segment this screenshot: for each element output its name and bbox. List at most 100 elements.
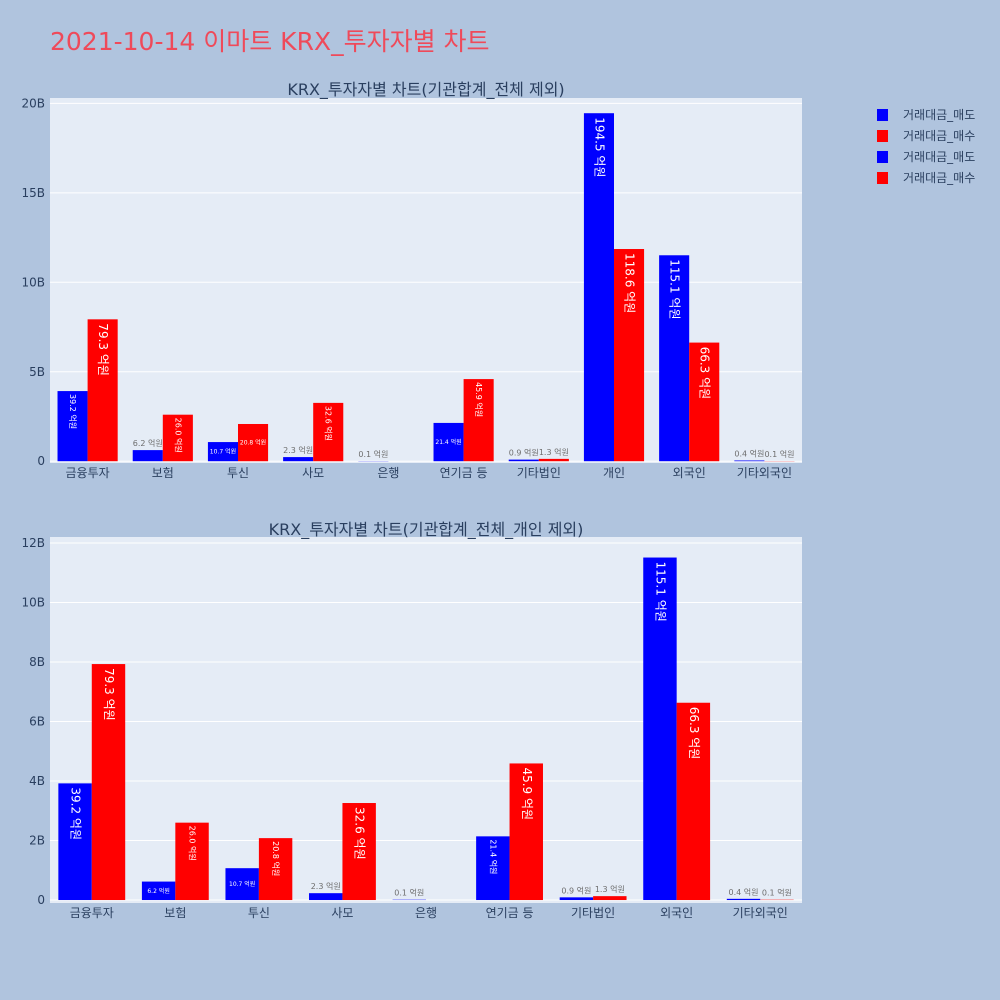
bar-buy [313,402,344,462]
data-label: 0.1 억원 [394,888,424,898]
bar-sell [659,255,690,462]
data-label: 79.3 억원 [102,668,116,721]
chart-panel-2: 0 2B 4B 6B 8B 10B 12B KRX_투자자별 차트(기관합계_전체_개인 제외… [21,520,802,920]
data-label: 26.0 억원 [188,826,198,861]
x-tick-label: 기타외국인 [737,466,792,480]
data-label: 0.4 억원 [729,887,759,897]
bar-sell [58,783,92,901]
data-label: 0.1 억원 [762,888,792,898]
y-tick-label: 15B [21,186,45,200]
bar-buy [614,249,645,462]
page-title: 2021-10-14 이마트 KRX_투자자별 차트 [50,27,490,56]
x-tick-label: 투신 [227,466,249,480]
legend-item: 거래대금_매수 [903,171,975,185]
bar-buy [258,838,293,901]
y-tick-label: 8B [29,655,45,669]
data-label: 10.7 억원 [229,880,255,888]
data-label: 0.1 억원 [764,449,794,459]
x-tick-label: 보험 [152,466,174,480]
x-tick-label: 기타법인 [517,466,561,480]
data-label: 0.1 억원 [358,449,388,459]
y-tick-label: 10B [21,275,45,289]
data-label: 194.5 억원 [592,117,606,177]
data-label: 1.3 억원 [595,884,625,894]
bar-sell [141,881,176,901]
y-tick-label: 4B [29,774,45,788]
bar-buy [689,342,720,462]
data-label: 6.2 억원 [147,887,170,895]
y-tick-label: 5B [29,365,45,379]
bar-sell [57,391,88,462]
x-tick-label: 사모 [302,466,324,480]
data-label: 79.3 억원 [96,323,110,376]
data-label: 66.3 억원 [687,707,701,760]
x-tick-label: 개인 [603,466,625,480]
x-tick-label: 기타법인 [571,906,615,920]
data-label: 115.1 억원 [668,259,682,319]
data-label: 10.7 억원 [210,448,236,456]
data-label: 20.8 억원 [271,841,281,876]
y-tick-label: 6B [29,714,45,728]
data-label: 0.9 억원 [561,885,591,895]
legend-item: 거래대금_매도 [903,108,975,122]
bar-buy [238,423,269,462]
chart-panel-1: 0 5B 10B 15B 20B KRX_투자자별 차트(기관합계_전체 제외) 금융투자 3… [21,80,802,480]
x-tick-label: 기타외국인 [733,906,788,920]
data-label: 45.9 억원 [520,767,534,820]
x-tick-label: 은행 [377,465,399,480]
bar-sell [734,460,765,462]
x-tick-label: 사모 [331,906,353,920]
data-label: 26.0 억원 [173,418,183,453]
x-tick-label: 은행 [415,905,437,920]
bar-sell [726,898,761,901]
legend-item: 거래대금_매도 [903,150,975,164]
y-tick-label: 2B [29,834,45,848]
bar-buy [175,822,209,901]
chart-title: KRX_투자자별 차트(기관합계_전체_개인 제외) [269,520,584,540]
y-tick-label: 12B [21,536,45,550]
data-label: 45.9 억원 [474,382,484,417]
bar-buy [87,319,118,462]
bar-sell [309,893,343,901]
data-label: 20.8 억원 [240,439,266,447]
x-tick-label: 외국인 [660,906,693,920]
bar-sell [225,868,259,901]
data-label: 0.4 억원 [734,448,764,458]
bar-buy [342,803,376,901]
data-label: 21.4 억원 [488,839,498,874]
bar-buy [538,458,569,462]
bar-sell [508,459,539,462]
x-tick-label: 금융투자 [66,466,110,480]
bar-sell [132,450,163,462]
chart-title: KRX_투자자별 차트(기관합계_전체 제외) [287,80,564,100]
bar-sell [643,557,677,901]
data-label: 32.6 억원 [324,406,334,441]
legend-swatch [877,151,888,163]
data-label: 115.1 억원 [653,562,667,622]
x-tick-label: 외국인 [673,466,706,480]
bar-buy [593,896,627,901]
bar-sell [283,457,314,462]
data-label: 1.3 억원 [539,447,569,457]
bar-sell [583,113,614,462]
y-tick-label: 0 [37,893,45,907]
bar-buy [676,702,711,901]
bar-buy [91,664,126,901]
legend-swatch [877,130,888,142]
bar-buy [509,763,543,901]
data-label: 2.3 억원 [311,881,341,891]
data-label: 39.2 억원 [68,394,78,429]
y-tick-label: 10B [21,595,45,609]
y-tick-label: 0 [37,454,45,468]
data-label: 2.3 억원 [283,445,313,455]
y-tick-label: 20B [21,96,45,110]
x-tick-label: 투신 [248,906,270,920]
data-label: 66.3 억원 [698,347,712,400]
bar-buy [463,379,494,462]
data-label: 39.2 억원 [69,787,83,840]
data-label: 21.4 억원 [435,438,461,446]
x-tick-label: 보험 [164,906,186,920]
legend-swatch [877,172,888,184]
legend-swatch [877,109,888,121]
